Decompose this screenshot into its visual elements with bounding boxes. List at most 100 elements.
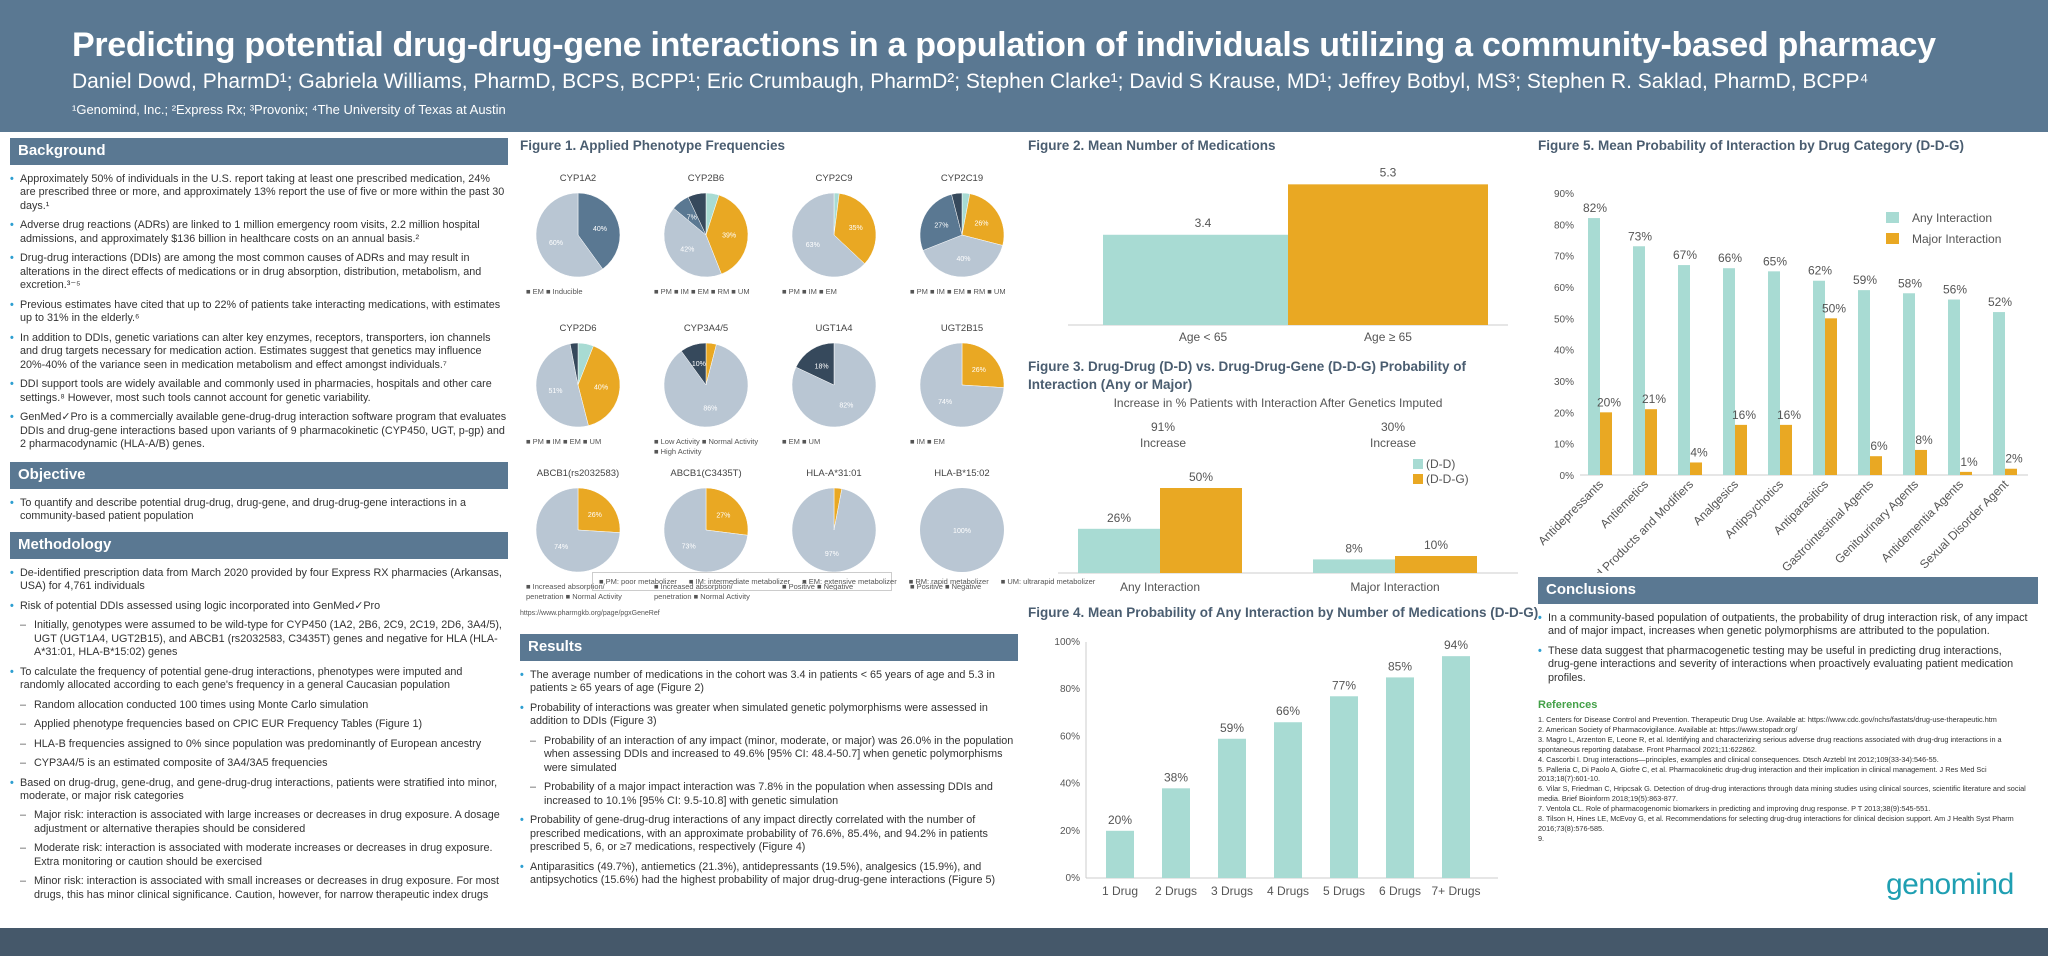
results-item: Antiparasitics (49.7%), antiemetics (21.…	[520, 861, 1018, 888]
objective-item: To quantify and describe potential drug-…	[10, 497, 508, 524]
genomind-logo: genomind	[1886, 868, 2014, 901]
tick-label: Genitourinary Agents	[1832, 477, 1921, 566]
data-label: 73%	[1628, 229, 1652, 243]
y-tick-label: 80%	[1060, 684, 1080, 695]
data-label: 66%	[1276, 704, 1300, 718]
reference-item: 3. Magro L, Arzenton E, Leone R, et al. …	[1538, 735, 2002, 754]
y-tick-label: 0%	[1560, 471, 1575, 482]
figure3-chart: Increase in % Patients with Interaction …	[1058, 396, 1518, 594]
pie-legend: ■ EM ■ UM	[782, 437, 821, 446]
pie-legend: ■ Low Activity ■ Normal Activity ■ High …	[654, 437, 759, 456]
reference-item: 9.	[1538, 833, 1545, 843]
y-tick-label: 0%	[1066, 873, 1081, 884]
data-label: 8%	[1345, 541, 1363, 555]
methodology-item: Major risk: interaction is associated wi…	[10, 809, 508, 836]
phenotype-key-item: ■ IM: intermediate metabolizer	[688, 577, 791, 586]
pie-slice-label: 74%	[938, 399, 952, 406]
data-label: 56%	[1943, 283, 1967, 297]
bar	[1386, 677, 1414, 879]
y-tick-label: 50%	[1554, 314, 1574, 325]
results-item: Probability of interactions was greater …	[520, 702, 1018, 729]
pie-slice-label: 100%	[953, 528, 971, 535]
bar	[1633, 246, 1645, 475]
pie-slice-label: 51%	[548, 388, 562, 395]
pie-chart: 40% 51%	[535, 342, 621, 428]
pie-slice	[922, 234, 1003, 278]
pie-slice-label: 35%	[849, 225, 863, 232]
y-tick-label: 70%	[1554, 252, 1574, 263]
pie-slice-label: 10%	[692, 361, 706, 368]
y-tick-label: 10%	[1554, 440, 1574, 451]
bar	[1948, 299, 1960, 475]
phenotype-key-item: ■ PM: poor metabolizer	[599, 577, 677, 586]
tick-label: 7+ Drugs	[1431, 884, 1480, 898]
pie-title: CYP3A4/5	[683, 323, 729, 334]
tick-label: Major Interaction	[1350, 580, 1439, 594]
column-right: Figure 5. Mean Probability of Interactio…	[1538, 138, 2038, 901]
pie-legend: ■ Increased absorption/ penetration ■ No…	[526, 582, 622, 601]
pie-title: CYP1A2	[559, 173, 597, 184]
bar	[1442, 656, 1470, 879]
tick-label: 1 Drug	[1102, 884, 1138, 898]
pie-slice	[663, 344, 749, 428]
y-tick-label: 90%	[1554, 189, 1574, 200]
pie-slice	[920, 488, 1004, 572]
phenotype-key: ■ PM: poor metabolizer ■ IM: intermediate…	[592, 572, 1095, 592]
pie-chart: 26% 74%	[919, 342, 1005, 428]
figure1-source: https://www.pharmgkb.org/page/pgxGeneRef	[520, 610, 660, 617]
data-label: 65%	[1763, 254, 1787, 268]
pie-slice	[919, 194, 963, 251]
affiliations: ¹Genomind, Inc.; ²Express Rx; ³Provonix;…	[72, 102, 506, 117]
results-item: Probability of gene-drug-drug interactio…	[520, 814, 1018, 854]
data-label: 5.3	[1380, 165, 1397, 179]
data-label: 66%	[1718, 251, 1742, 265]
data-label: 67%	[1673, 248, 1697, 262]
results-heading: Results	[520, 634, 1018, 661]
pie-slice-label: 97%	[825, 551, 839, 558]
results-item: Probability of a major impact interactio…	[520, 781, 1018, 808]
pie-legend: ■ Positive ■ Negative	[782, 582, 854, 591]
tick-label: Age < 65	[1179, 330, 1228, 344]
pie-slice-label: 73%	[682, 543, 696, 550]
bar	[1106, 830, 1134, 879]
pie-title: CYP2D6	[559, 323, 597, 334]
data-label: 77%	[1332, 678, 1356, 692]
bar	[1645, 409, 1657, 475]
pie-title: CYP2B6	[687, 173, 725, 184]
data-label: 8%	[1915, 433, 1933, 447]
tick-label: Gastrointestinal Agents	[1779, 477, 1876, 573]
data-label: 38%	[1164, 770, 1188, 784]
bar	[1395, 556, 1477, 574]
results-item: Probability of an interaction of any imp…	[520, 735, 1018, 775]
bar	[1858, 290, 1870, 475]
y-tick-label: 60%	[1554, 283, 1574, 294]
pie-title: ABCB1(rs2032583)	[536, 468, 620, 479]
data-label: 82%	[1583, 201, 1607, 215]
pie-legend: ■ Positive ■ Negative	[910, 582, 982, 591]
pie-chart: 40% 60%	[535, 192, 621, 278]
methodology-item: Moderate risk: interaction is associated…	[10, 842, 508, 869]
increase-value: 91%	[1151, 420, 1175, 434]
methodology-item: Minor risk: interaction is associated wi…	[10, 875, 508, 902]
pie-slice-label: 42%	[680, 247, 694, 254]
data-label: 59%	[1220, 721, 1244, 735]
bar	[1288, 184, 1488, 325]
pie-legend: ■ IM ■ EM	[910, 437, 945, 446]
tick-label: Antidepressants	[1538, 477, 1606, 548]
bar	[1600, 412, 1612, 475]
bar	[1588, 218, 1600, 476]
background-heading: Background	[10, 138, 508, 165]
bar	[1218, 738, 1246, 879]
pie-title: UGT1A4	[815, 323, 853, 334]
bar	[1813, 280, 1825, 475]
pie-chart: 26% 40% 27%	[919, 192, 1005, 278]
reference-item: 7. Ventola CL. Role of pharmacogenomic b…	[1538, 804, 1931, 814]
data-label: 50%	[1822, 301, 1846, 315]
methodology-item: Initially, genotypes were assumed to be …	[10, 619, 508, 659]
pie-slice	[535, 343, 589, 428]
reference-item: 1. Centers for Disease Control and Preve…	[1538, 715, 1997, 725]
objective-list: To quantify and describe potential drug-…	[10, 497, 508, 524]
y-tick-label: 80%	[1554, 220, 1574, 231]
y-tick-label: 20%	[1060, 826, 1080, 837]
data-label: 20%	[1108, 813, 1132, 827]
